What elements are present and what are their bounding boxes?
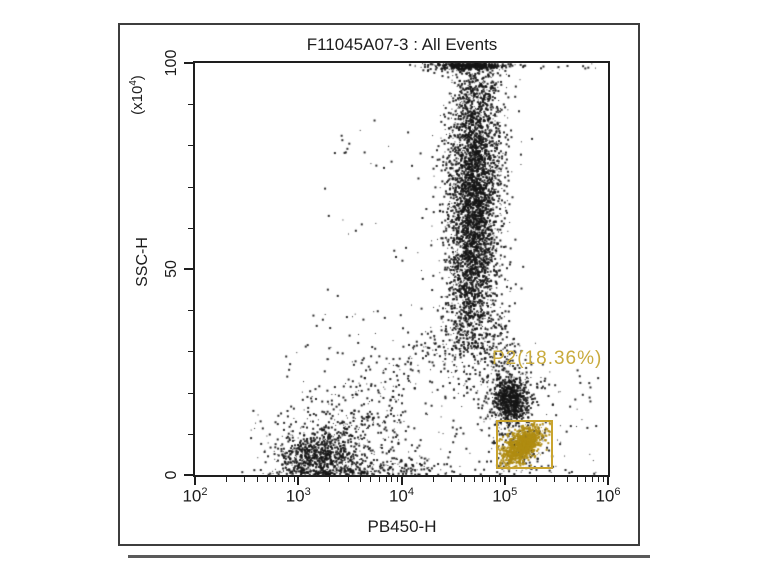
y-major-tick xyxy=(184,62,193,64)
y-minor-tick xyxy=(188,227,193,229)
x-minor-tick xyxy=(494,477,496,482)
x-minor-tick xyxy=(282,477,284,482)
x-minor-tick xyxy=(481,477,483,482)
x-tick-label-10e6: 106 xyxy=(595,486,621,506)
x-minor-tick xyxy=(275,477,277,482)
x-minor-tick xyxy=(463,477,465,482)
y-major-tick xyxy=(184,268,193,270)
x-minor-tick xyxy=(592,477,593,482)
x-minor-tick xyxy=(347,477,349,482)
x-minor-tick xyxy=(500,477,502,482)
x-minor-tick xyxy=(293,477,295,482)
gate-p2-rectangle[interactable] xyxy=(495,419,553,469)
scatter-plot-area[interactable] xyxy=(195,63,608,475)
y-axis-multiplier: (x104) xyxy=(128,75,146,115)
x-tick-label-10e2: 102 xyxy=(182,486,208,506)
x-major-tick xyxy=(297,477,300,485)
x-minor-tick xyxy=(244,477,246,482)
x-minor-tick xyxy=(391,477,393,482)
x-major-tick xyxy=(503,477,506,485)
x-minor-tick xyxy=(432,477,434,482)
x-minor-tick xyxy=(370,477,372,482)
y-minor-tick xyxy=(188,392,193,394)
x-minor-tick xyxy=(554,477,555,482)
x-minor-tick xyxy=(450,477,452,482)
x-major-tick xyxy=(400,477,403,485)
x-major-tick xyxy=(607,477,609,485)
bottom-rule xyxy=(128,555,650,558)
x-minor-tick xyxy=(597,477,599,482)
axes-border xyxy=(193,61,610,477)
x-minor-tick xyxy=(226,477,228,482)
x-major-tick xyxy=(194,477,196,485)
y-minor-tick xyxy=(188,351,193,353)
x-minor-tick xyxy=(535,477,537,482)
y-axis-multiplier-text: (x104) xyxy=(128,75,146,115)
x-tick-label-10e4: 104 xyxy=(388,486,415,506)
y-minor-tick xyxy=(188,145,193,147)
x-minor-tick xyxy=(585,477,587,482)
x-minor-tick xyxy=(603,477,605,482)
x-minor-tick xyxy=(288,477,290,482)
y-tick-label-100: 100 xyxy=(163,49,180,77)
x-minor-tick xyxy=(329,477,331,482)
x-minor-tick xyxy=(488,477,490,482)
x-minor-tick xyxy=(473,477,475,482)
x-minor-tick xyxy=(257,477,259,482)
x-minor-tick xyxy=(566,477,568,482)
y-major-tick xyxy=(184,474,193,476)
x-tick-label-10e5: 105 xyxy=(492,486,518,506)
x-minor-tick xyxy=(576,477,578,482)
x-tick-label-10e3: 103 xyxy=(285,486,311,506)
x-minor-tick xyxy=(385,477,387,482)
y-axis-title: SSC-H xyxy=(134,237,151,287)
x-minor-tick xyxy=(378,477,380,482)
y-minor-tick xyxy=(188,433,193,435)
y-tick-label-50: 50 xyxy=(163,260,180,278)
y-minor-tick xyxy=(188,310,193,312)
x-minor-tick xyxy=(360,477,362,482)
y-minor-tick xyxy=(188,186,193,188)
y-minor-tick xyxy=(188,104,193,106)
x-minor-tick xyxy=(396,477,398,482)
chart-title: F11045A07-3 : All Events xyxy=(306,35,498,54)
x-minor-tick xyxy=(267,477,269,482)
y-tick-label-0: 0 xyxy=(163,470,180,480)
gate-p2-label[interactable]: P2(18.36%) xyxy=(492,348,603,369)
x-axis-title: PB450-H xyxy=(367,517,437,536)
